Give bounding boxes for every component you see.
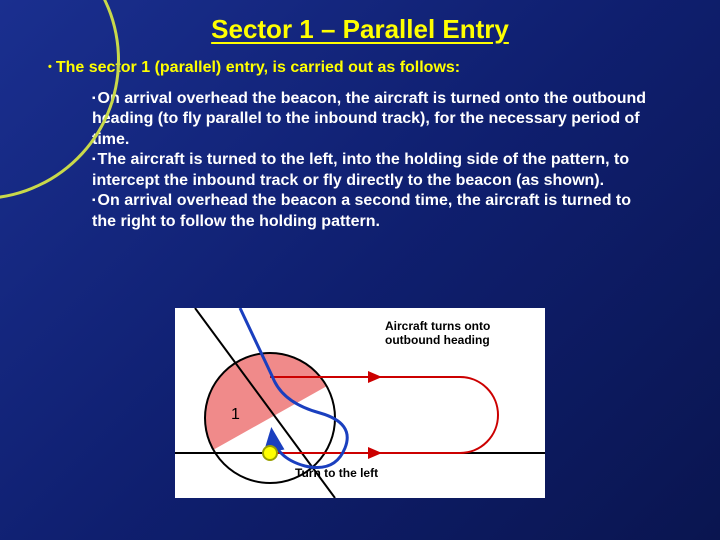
paragraph-3: On arrival overhead the beacon a second … [92, 192, 631, 229]
beacon-icon [263, 446, 277, 460]
lead-line: •The sector 1 (parallel) entry, is carri… [48, 59, 720, 77]
entry-diagram: Aircraft turns onto outbound heading Tur… [175, 308, 545, 498]
square-bullet-icon: ▪ [92, 154, 96, 165]
body-text: ▪ On arrival overhead the beacon, the air… [92, 89, 650, 232]
sector-wedge [205, 353, 327, 450]
label-outbound: Aircraft turns onto outbound heading [385, 320, 515, 348]
square-bullet-icon: ▪ [92, 195, 96, 206]
paragraph-1: On arrival overhead the beacon, the airc… [92, 90, 646, 148]
label-turn-left: Turn to the left [295, 466, 378, 480]
paragraph-2: The aircraft is turned to the left, into… [92, 151, 629, 188]
sector-number: 1 [231, 406, 240, 424]
